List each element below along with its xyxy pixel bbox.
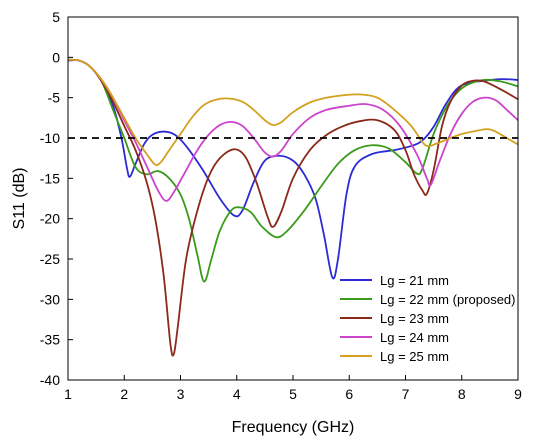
x-tick-label: 2 (120, 386, 128, 402)
legend: Lg = 21 mm Lg = 22 mm (proposed) Lg = 23 m… (340, 273, 515, 364)
series-layer (67, 58, 519, 357)
y-tick-label: -30 (40, 291, 60, 307)
y-tick-label: -5 (48, 90, 61, 106)
legend-label-2: Lg = 22 mm (proposed) (380, 292, 515, 307)
x-tick-label: 4 (233, 386, 241, 402)
x-tick-label: 8 (458, 386, 466, 402)
series-line-2 (67, 58, 519, 283)
x-tick-label: 5 (289, 386, 297, 402)
y-tick-label: -20 (40, 211, 60, 227)
y-tick-label: 0 (52, 49, 60, 65)
y-axis-title: S11 (dB) (11, 168, 28, 230)
legend-label-3: Lg = 23 mm (380, 311, 449, 326)
series-line-5 (67, 58, 519, 167)
y-tick-label: -40 (40, 372, 60, 388)
y-tick-label: 5 (52, 9, 60, 25)
y-tick-label: -15 (40, 170, 60, 186)
legend-label-4: Lg = 24 mm (380, 330, 449, 345)
series-line-4 (67, 58, 519, 202)
legend-label-5: Lg = 25 mm (380, 349, 449, 364)
x-tick-label: 3 (177, 386, 185, 402)
ticks-layer: 1 2 3 4 5 6 7 8 9 5 0 -5 -10 -15 -20 -25 -30 -35 -40 (40, 9, 522, 402)
x-tick-label: 1 (64, 386, 72, 402)
y-tick-label: -25 (40, 251, 60, 267)
y-tick-label: -10 (40, 130, 60, 146)
legend-label-1: Lg = 21 mm (380, 273, 449, 288)
series-line-3 (67, 58, 519, 357)
x-tick-label: 6 (345, 386, 353, 402)
x-axis-title: Frequency (GHz) (232, 419, 355, 436)
x-tick-label: 9 (514, 386, 522, 402)
x-tick-label: 7 (402, 386, 410, 402)
y-tick-label: -35 (40, 332, 60, 348)
